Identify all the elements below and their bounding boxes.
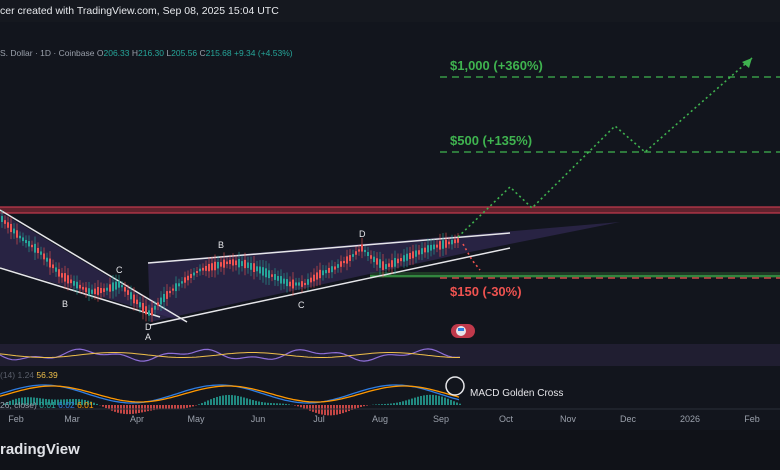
- chart-area[interactable]: B C D A B C D $1,000 (+360%) $500 (+135%…: [0, 22, 780, 430]
- high-label: H: [131, 48, 138, 58]
- falling-wedge-fill: [0, 212, 185, 322]
- symbol-name: S. Dollar · 1D · Coinbase: [0, 48, 95, 58]
- x-axis-label-11: 2026: [680, 414, 700, 424]
- symbol-info-row: S. Dollar · 1D · Coinbase O206.33 H216.3…: [0, 48, 293, 58]
- low-value: 205.56: [171, 48, 198, 58]
- x-axis-label-5: Jul: [313, 414, 325, 424]
- x-axis-label-8: Oct: [499, 414, 514, 424]
- bearish-projection-path: [462, 243, 481, 271]
- x-axis-label-10: Dec: [620, 414, 637, 424]
- x-axis-label-3: May: [187, 414, 205, 424]
- x-axis-label-1: Mar: [64, 414, 80, 424]
- rsi-ma-line: [0, 352, 460, 358]
- macd-value-1: 0.01: [39, 400, 56, 410]
- resistance-zone: [0, 207, 780, 213]
- price-chart-svg[interactable]: B C D A B C D $1,000 (+360%) $500 (+135%…: [0, 22, 780, 430]
- x-axis-label-9: Nov: [560, 414, 577, 424]
- pattern-label-d-right: D: [359, 229, 366, 239]
- us-flag-icon[interactable]: [451, 324, 475, 338]
- target-150-label: $150 (-30%): [450, 284, 522, 299]
- macd-annotation: MACD Golden Cross: [470, 388, 563, 399]
- target-500-label: $500 (+135%): [450, 133, 532, 148]
- change-value: +9.34 (+4.53%): [234, 48, 293, 58]
- close-label: C: [199, 48, 206, 58]
- pattern-label-a-left: A: [145, 332, 151, 342]
- pattern-label-c-left: C: [116, 265, 123, 275]
- pattern-label-c-right: C: [298, 300, 305, 310]
- rising-trendline-upper: [147, 232, 511, 264]
- support-zone: [370, 272, 780, 278]
- x-axis-label-7: Sep: [433, 414, 449, 424]
- x-axis-label-4: Jun: [251, 414, 266, 424]
- close-value: 215.68: [205, 48, 232, 58]
- macd-golden-cross-marker: [445, 376, 465, 396]
- falling-trendline-upper: [0, 209, 188, 323]
- footer-bar: radingView: [0, 430, 780, 470]
- attribution-text: cer created with TradingView.com, Sep 08…: [0, 5, 279, 17]
- rising-trendline-lower: [149, 247, 511, 326]
- rsi-line: [0, 348, 461, 362]
- macd-legend: 26, close) 0.01 6.02 6.01: [0, 400, 94, 410]
- pattern-label-b-right: B: [218, 240, 224, 250]
- projection-arrowhead: [742, 58, 752, 68]
- open-value: 206.33: [103, 48, 130, 58]
- macd-value-3: 6.01: [77, 400, 94, 410]
- chart-attribution-bar: cer created with TradingView.com, Sep 08…: [0, 0, 780, 22]
- macd-signal-line: [0, 385, 460, 403]
- tradingview-logo: radingView: [0, 441, 80, 458]
- x-axis-label-12: Feb: [744, 414, 760, 424]
- pattern-label-b-left: B: [62, 299, 68, 309]
- bullish-projection-path: [457, 57, 753, 238]
- open-label: O: [96, 48, 104, 58]
- candlestick-series: [1, 210, 459, 323]
- rsi-label: (14) 1.24: [0, 370, 35, 380]
- pattern-label-d-left: D: [145, 322, 152, 332]
- target-1000-label: $1,000 (+360%): [450, 58, 543, 73]
- x-axis-label-6: Aug: [372, 414, 388, 424]
- macd-value-2: 6.02: [58, 400, 75, 410]
- low-label: L: [166, 48, 172, 58]
- rising-wedge-fill: [148, 222, 620, 322]
- x-axis-labels: Feb Mar Apr May Jun Jul Aug Sep Oct Nov Dec 2026 Feb: [8, 414, 760, 424]
- rsi-legend: (14) 1.24 56.39: [0, 370, 58, 380]
- high-value: 216.30: [138, 48, 164, 58]
- rsi-value: 56.39: [36, 370, 58, 380]
- x-axis-label-0: Feb: [8, 414, 24, 424]
- macd-label: 26, close): [0, 400, 37, 410]
- x-axis-label-2: Apr: [130, 414, 144, 424]
